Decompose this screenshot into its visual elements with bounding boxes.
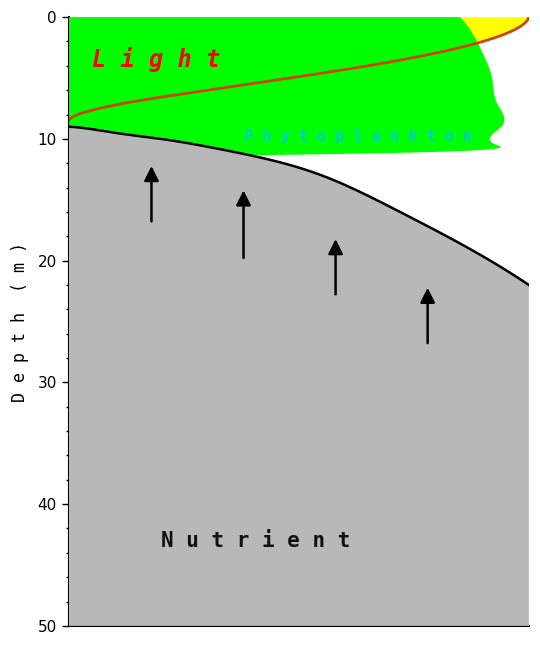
Y-axis label: D e p t h  ( m ): D e p t h ( m )	[11, 242, 29, 402]
Polygon shape	[69, 17, 529, 121]
Text: P h y t o p l a n k t o n: P h y t o p l a n k t o n	[244, 129, 471, 144]
Polygon shape	[69, 17, 504, 157]
Text: L i g h t: L i g h t	[92, 47, 220, 72]
Polygon shape	[69, 127, 529, 626]
Text: N u t r i e n t: N u t r i e n t	[161, 530, 350, 550]
